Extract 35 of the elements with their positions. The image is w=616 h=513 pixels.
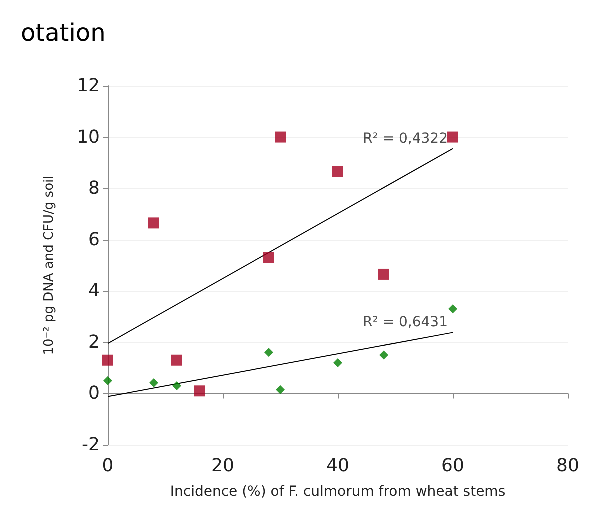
annotation: R² = 0,6431 xyxy=(363,314,448,331)
point xyxy=(380,350,388,360)
annotation: R² = 0,4322 xyxy=(363,130,448,147)
point xyxy=(332,166,344,178)
y-tick-label: 8 xyxy=(88,178,100,200)
y-axis-title: 10⁻² pg DNA and CFU/g soil xyxy=(42,176,57,356)
point xyxy=(448,132,458,143)
point xyxy=(194,386,206,397)
y-tick-label: 2 xyxy=(88,332,100,353)
y-tick-label: 4 xyxy=(88,280,100,302)
point xyxy=(150,378,158,388)
y-tick-label: 10 xyxy=(77,126,100,148)
point xyxy=(448,304,458,314)
x-tick-label: 40 xyxy=(326,456,350,476)
y-tick-label: 0 xyxy=(88,383,100,404)
y-tick-label: 12 xyxy=(77,76,100,96)
y-tick-label: 6 xyxy=(88,229,100,250)
point xyxy=(276,385,285,394)
x-tick-label: 80 xyxy=(556,456,580,476)
point xyxy=(334,358,342,368)
point xyxy=(104,376,112,386)
point xyxy=(172,382,182,391)
x-tick-label: 20 xyxy=(212,456,234,476)
chart-title: otation xyxy=(21,19,106,47)
point xyxy=(275,132,286,143)
y-tick-label: -2 xyxy=(82,434,100,456)
x-tick-label: 0 xyxy=(102,456,114,476)
point xyxy=(264,252,274,264)
point xyxy=(264,348,274,358)
x-tick-label: 60 xyxy=(442,456,464,476)
point xyxy=(172,354,182,366)
point xyxy=(148,218,160,229)
point xyxy=(102,354,114,366)
point xyxy=(378,268,390,280)
x-axis-title: Incidence (%) of F. culmorum from wheat stems xyxy=(170,484,506,500)
